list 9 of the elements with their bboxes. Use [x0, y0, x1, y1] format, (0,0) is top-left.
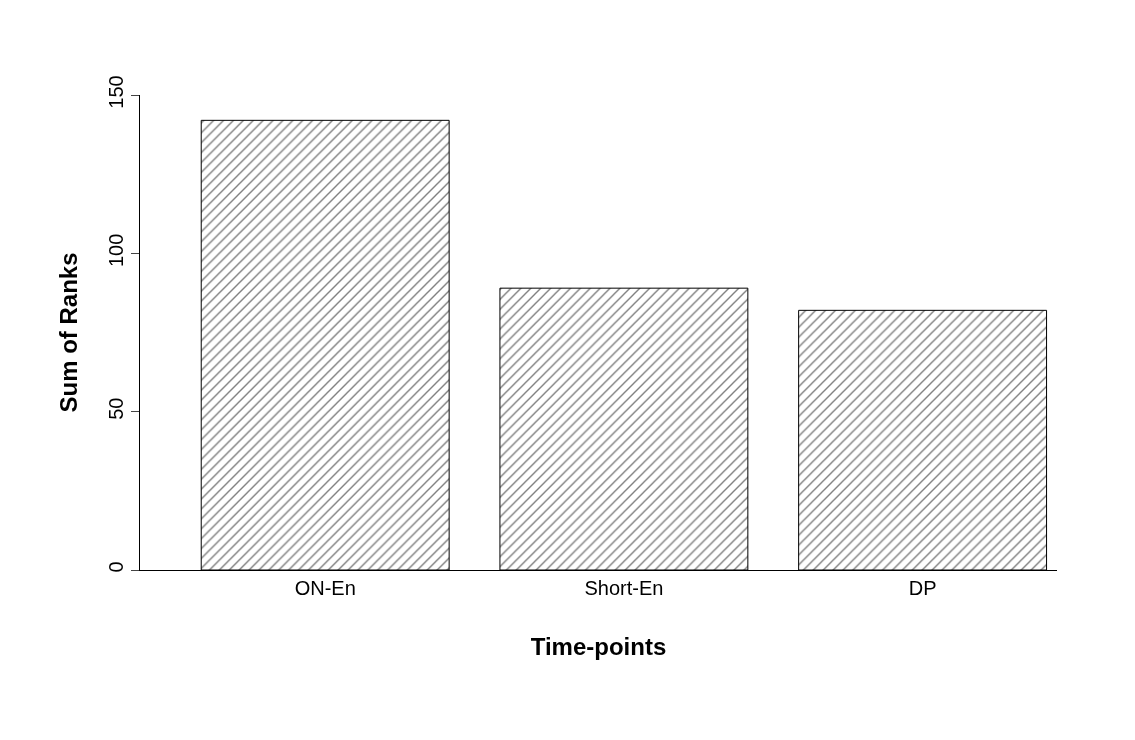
- x-tick-label: Short-En: [584, 577, 664, 599]
- y-tick-label: 50: [105, 397, 127, 420]
- y-tick-label: 150: [105, 75, 127, 109]
- y-tick-label: 0: [105, 561, 127, 573]
- y-axis-title: Sum of Ranks: [55, 252, 83, 413]
- y-tick-label: 100: [105, 233, 127, 268]
- x-axis-title: Time-points: [530, 633, 667, 661]
- x-tick-label: ON-En: [294, 577, 356, 599]
- x-tick-label: DP: [908, 577, 937, 599]
